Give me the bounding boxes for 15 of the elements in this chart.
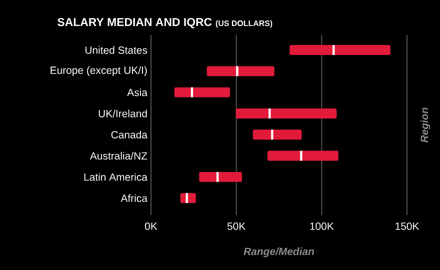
y-axis-title: Region [420,108,430,143]
x-tick-label: 0K [145,222,158,230]
y-tick-label: Africa [120,194,148,202]
y-tick-label: Asia [127,88,148,96]
y-tick-label: Canada [111,130,148,138]
x-axis-title: Range/Median [244,247,314,258]
x-tick-label: 100K [310,222,334,230]
chart-title: SALARY MEDIAN AND IQRC [58,18,212,28]
x-tick-label: 150K [396,222,420,230]
x-tick-label: 50K [227,222,246,230]
y-tick-label: UK/Ireland [98,110,147,118]
y-tick-label: Latin America [84,173,148,181]
y-tick-label: Europe (except UK/I) [50,66,147,76]
y-tick-label: Australia/NZ [90,152,148,160]
y-tick-label: United States [85,46,148,54]
